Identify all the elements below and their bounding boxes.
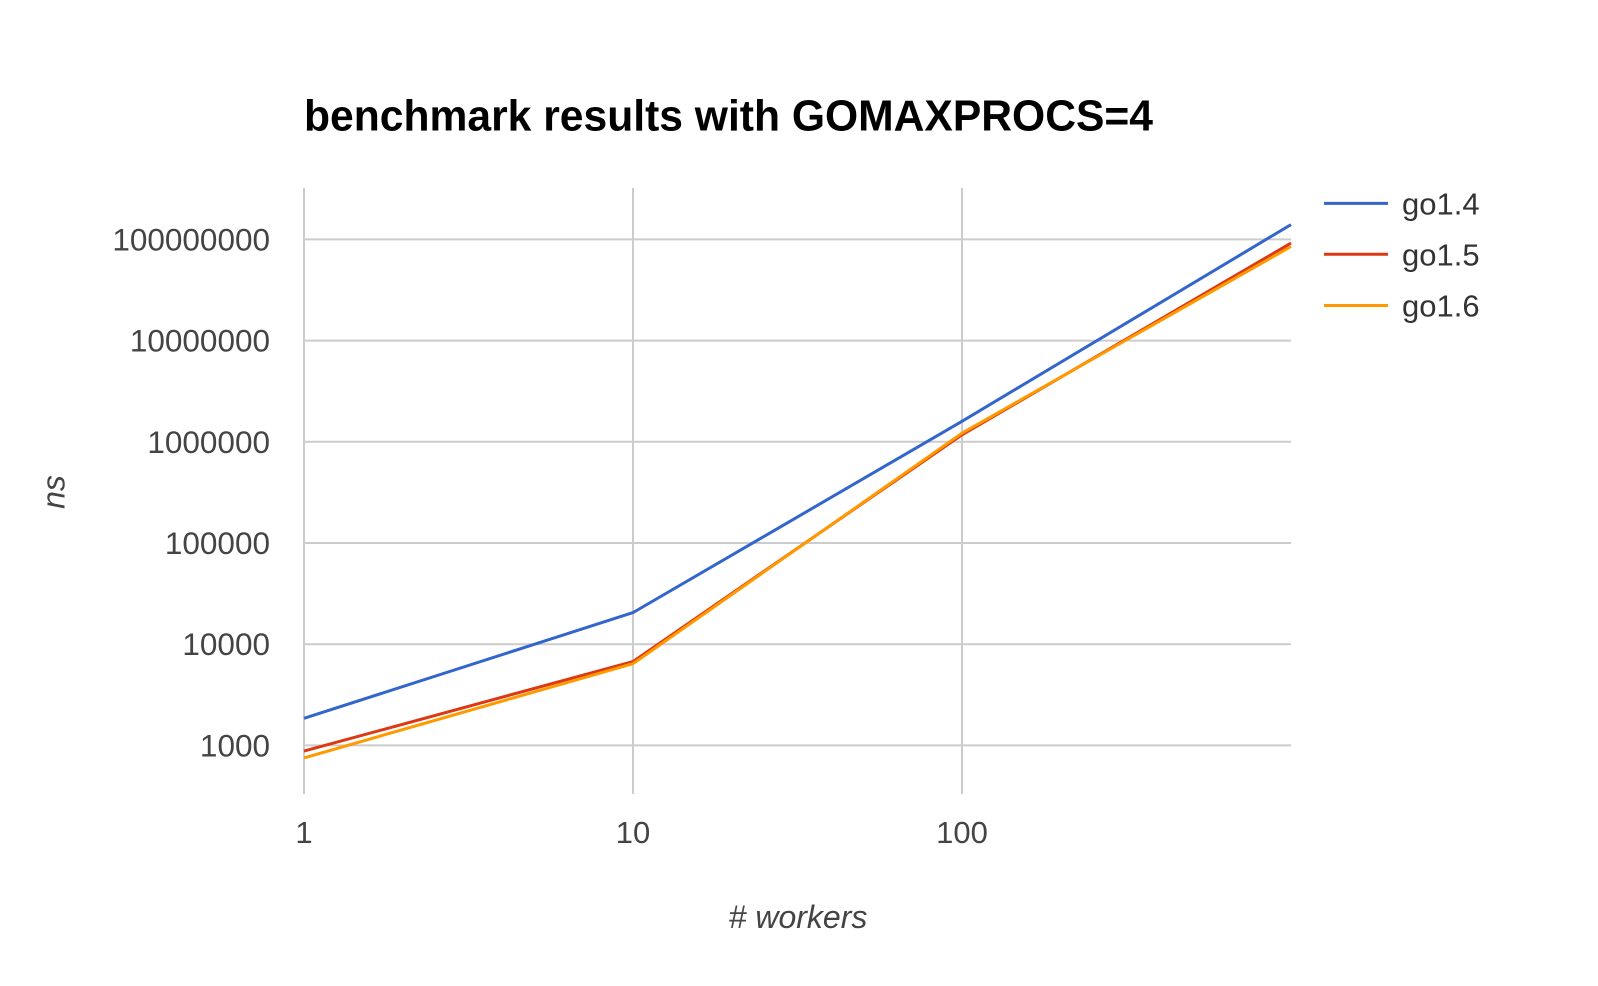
svg-text:10000000: 10000000 bbox=[130, 323, 270, 359]
svg-text:go1.6: go1.6 bbox=[1402, 289, 1480, 324]
svg-text:10000: 10000 bbox=[182, 626, 270, 662]
svg-text:go1.4: go1.4 bbox=[1402, 187, 1480, 222]
svg-text:10: 10 bbox=[616, 815, 650, 850]
svg-text:1000: 1000 bbox=[200, 727, 270, 763]
svg-text:ns: ns bbox=[36, 475, 72, 509]
svg-text:go1.5: go1.5 bbox=[1402, 237, 1480, 272]
svg-text:100000: 100000 bbox=[165, 525, 270, 561]
svg-text:100000000: 100000000 bbox=[112, 221, 270, 257]
svg-text:# workers: # workers bbox=[729, 899, 868, 935]
svg-text:1000000: 1000000 bbox=[147, 424, 270, 460]
svg-text:100: 100 bbox=[936, 815, 988, 850]
svg-text:benchmark results with GOMAXPR: benchmark results with GOMAXPROCS=4 bbox=[304, 92, 1153, 140]
svg-text:1: 1 bbox=[295, 815, 312, 850]
